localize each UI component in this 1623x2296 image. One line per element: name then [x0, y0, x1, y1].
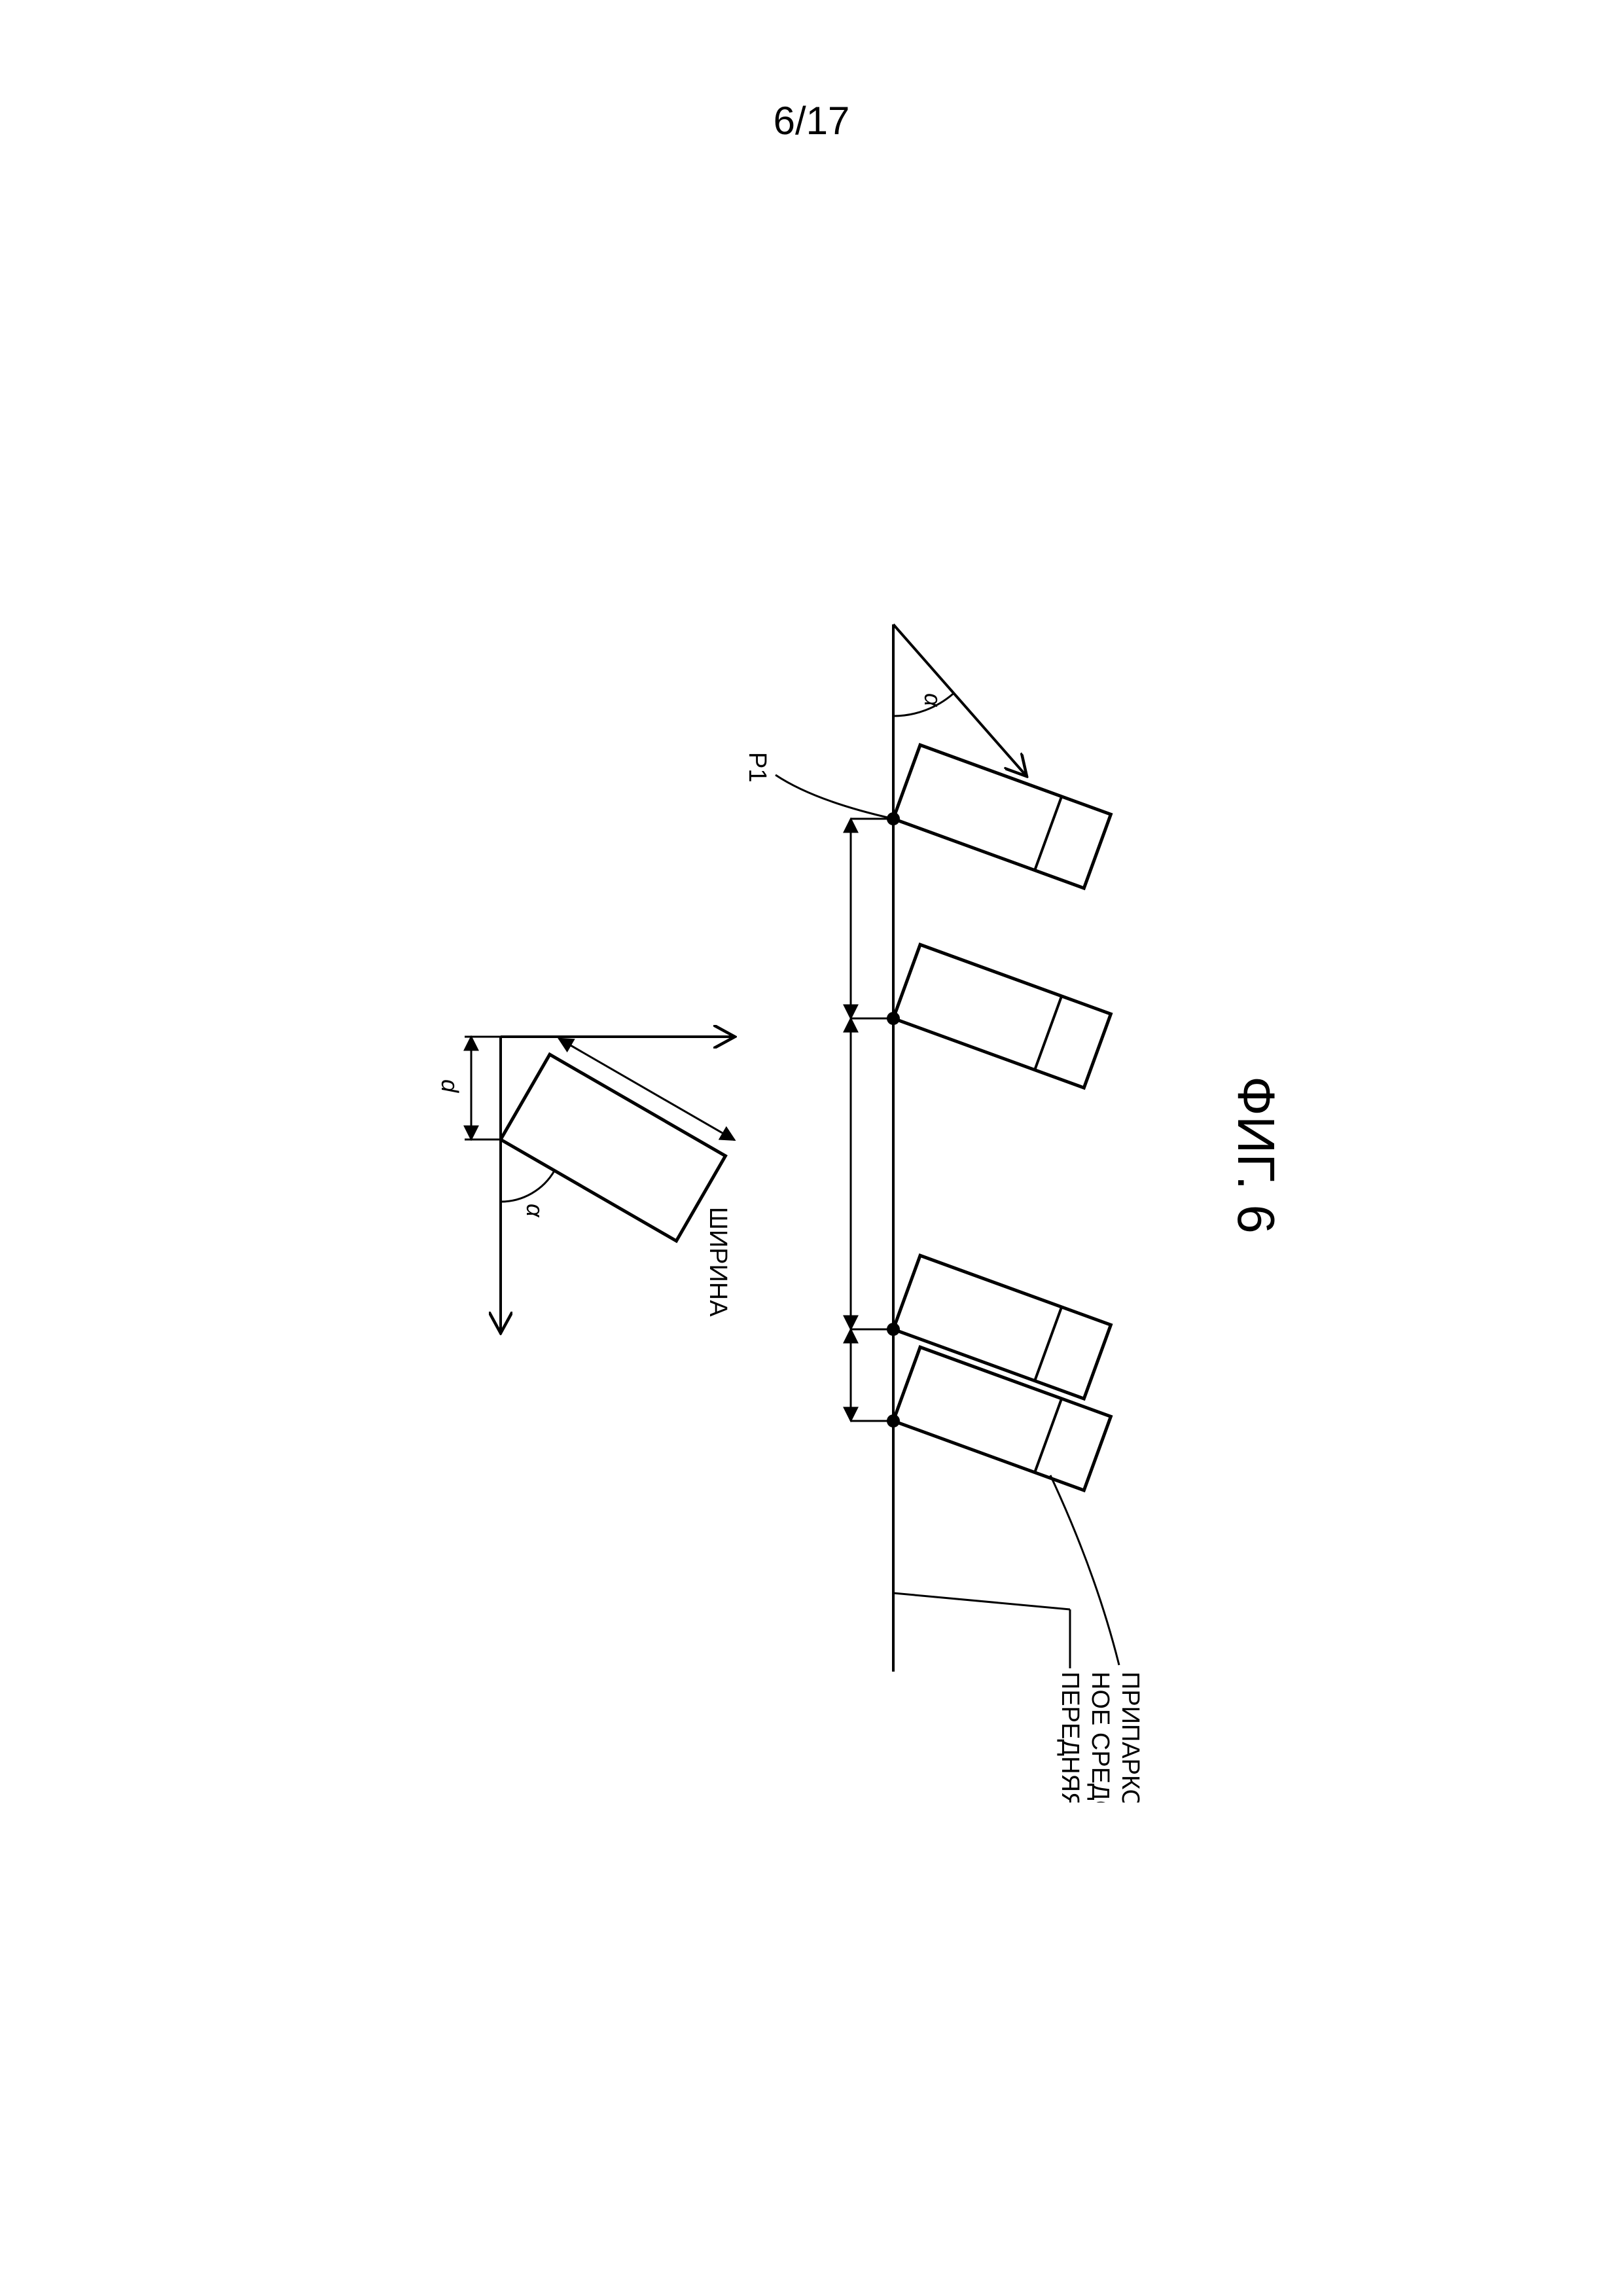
pv-leader — [1050, 1475, 1119, 1665]
inset-d-label: d — [437, 1079, 463, 1093]
car-1 — [893, 745, 1111, 888]
p1-label: P1 — [743, 752, 771, 782]
front-line-label: ПЕРЕДНЯЯ ЛИНИЯ — [1056, 1672, 1084, 1803]
inset-alpha-label: α — [522, 1204, 548, 1218]
front-line-leader2 — [893, 1593, 1070, 1609]
car-2 — [893, 944, 1111, 1088]
p1-leader — [776, 775, 893, 819]
pv-label-1: ПРИПАРКОВАННОЕ ТРАНСПОРТ- — [1116, 1672, 1144, 1803]
page-number: 6/17 — [774, 98, 850, 143]
diagram-svg: α P1 — [337, 493, 1286, 1803]
figure-container: ФИГ. 6 α — [337, 493, 1286, 1803]
width-label: ШИРИНА — [704, 1207, 732, 1317]
alpha-label: α — [919, 693, 946, 708]
inset-alpha-arc — [501, 1171, 554, 1202]
angle-ref-line — [893, 624, 1026, 775]
pv-label-2: НОЕ СРЕДСТВО — [1086, 1672, 1114, 1803]
